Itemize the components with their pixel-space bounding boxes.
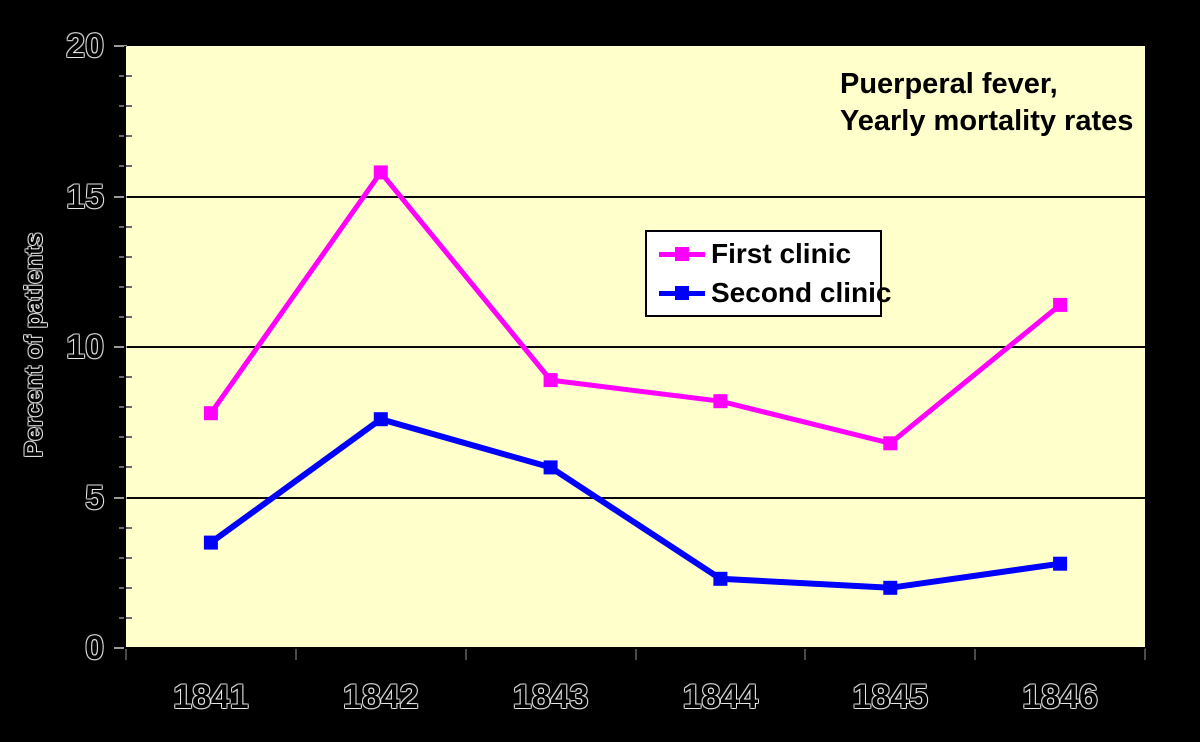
legend-label-first-clinic: First clinic: [711, 238, 852, 270]
data-point-marker: [1053, 297, 1068, 312]
data-point-marker: [883, 580, 898, 595]
y-major-tick: [114, 496, 127, 499]
x-tick-label: 1842: [342, 678, 419, 716]
data-point-marker: [883, 436, 898, 451]
series-line-second-clinic: [209, 415, 1061, 591]
square-marker-icon: [675, 285, 689, 300]
gridline: [126, 195, 1145, 198]
data-point-marker: [203, 535, 218, 550]
x-tick-label: 1843: [512, 678, 589, 716]
first-clinic-line-marker-sample: [659, 246, 705, 262]
y-tick-label: 20: [66, 27, 104, 65]
y-axis-line: [124, 46, 126, 648]
x-tick-label: 1844: [682, 678, 759, 716]
gridline: [126, 346, 1145, 348]
y-tick-label: 10: [66, 328, 104, 366]
data-point-marker: [713, 394, 728, 409]
x-tick-label: 1841: [173, 678, 249, 716]
y-major-tick: [114, 195, 127, 198]
y-tick-label: 15: [66, 177, 104, 216]
x-boundary-tick: [1144, 648, 1146, 660]
x-boundary-tick: [634, 648, 637, 660]
data-point-marker: [373, 165, 388, 180]
second-clinic-line-marker-sample: [659, 285, 705, 301]
y-major-tick: [114, 346, 127, 348]
data-point-marker: [713, 571, 728, 586]
x-boundary-tick: [125, 648, 127, 660]
gridline: [126, 496, 1145, 499]
data-point-marker: [373, 412, 388, 427]
x-tick-label: 1846: [1022, 678, 1098, 716]
data-series-plot: [203, 165, 1068, 595]
plot-area: [126, 46, 1145, 648]
data-point-marker: [203, 406, 218, 421]
data-point-marker: [543, 373, 558, 388]
legend-item-first-clinic: First clinic: [659, 238, 880, 270]
x-boundary-tick: [464, 648, 467, 660]
x-tick-label: 1845: [852, 678, 929, 716]
legend: First clinic Second clinic: [645, 230, 892, 317]
y-tick-label: 0: [85, 629, 104, 667]
square-marker-icon: [675, 247, 689, 262]
chart-title: Puerperal fever, Yearly mortality rates: [840, 66, 1133, 140]
data-point-marker: [543, 460, 558, 475]
x-boundary-tick: [804, 648, 807, 660]
chart-title-line-1: Puerperal fever,: [840, 68, 1058, 100]
x-boundary-tick: [974, 648, 977, 660]
x-boundary-tick: [294, 648, 297, 660]
y-major-tick: [114, 45, 127, 47]
y-tick-label: 5: [85, 478, 104, 517]
y-major-tick: [114, 647, 127, 649]
series-line-first-clinic: [208, 168, 1062, 447]
x-axis-line: [124, 647, 1145, 649]
chart-title-line-2: Yearly mortality rates: [840, 105, 1134, 137]
legend-label-second-clinic: Second clinic: [711, 276, 892, 308]
data-point-marker: [1053, 556, 1068, 571]
legend-item-second-clinic: Second clinic: [659, 277, 892, 309]
